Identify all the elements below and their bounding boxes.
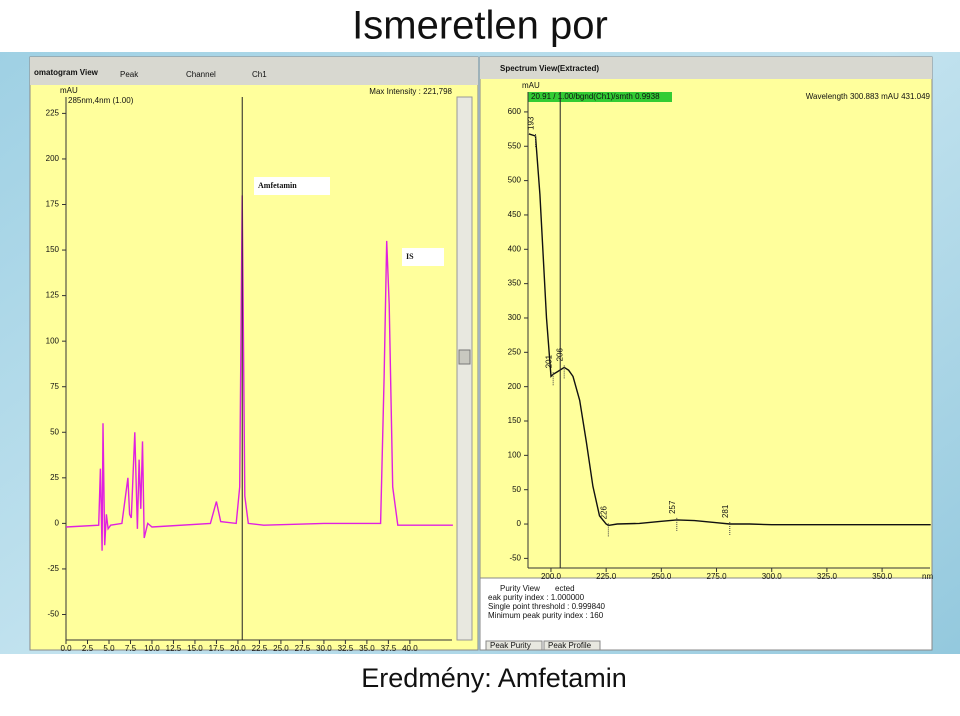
x-tick-label: 2.5 bbox=[82, 644, 94, 653]
x-tick-label: 40.0 bbox=[402, 644, 418, 653]
toolbar-label: Peak bbox=[120, 70, 139, 79]
x-tick-label: 200.0 bbox=[541, 572, 562, 581]
y-tick-label: 0 bbox=[517, 519, 522, 528]
x-tick-label: 20.0 bbox=[230, 644, 246, 653]
y-tick-label: 200 bbox=[508, 382, 522, 391]
y-tick-label: 75 bbox=[50, 382, 59, 391]
scroll-thumb[interactable] bbox=[458, 349, 471, 365]
toolbar-label: Channel bbox=[186, 70, 216, 79]
annotation-box bbox=[254, 177, 330, 195]
slide-title: Ismeretlen por bbox=[352, 4, 608, 48]
purity-tab-label: Peak Profile bbox=[548, 641, 592, 650]
window-frame bbox=[29, 56, 479, 651]
purity-line: Minimum peak purity index : 160 bbox=[488, 611, 604, 620]
x-tick-label: 35.0 bbox=[359, 644, 375, 653]
purity-panel bbox=[479, 577, 933, 651]
toolbar-label: Ch1 bbox=[252, 70, 267, 79]
peak-label: 201 bbox=[544, 354, 553, 368]
y-tick-label: 400 bbox=[508, 244, 522, 253]
y-tick-label: -50 bbox=[47, 610, 59, 619]
x-tick-label: 25.0 bbox=[273, 644, 289, 653]
y-axis-label: mAU bbox=[522, 81, 540, 90]
y-tick-label: -25 bbox=[47, 564, 59, 573]
x-tick-label: 30.0 bbox=[316, 644, 332, 653]
info-text: Max Intensity : 221,798 bbox=[369, 87, 452, 96]
y-tick-label: 150 bbox=[46, 245, 60, 254]
annotation: Amfetamin bbox=[258, 181, 297, 190]
y-tick-label: -50 bbox=[509, 553, 521, 562]
data-line bbox=[528, 133, 931, 527]
caption-band bbox=[0, 654, 960, 716]
y-tick-label: 200 bbox=[46, 154, 60, 163]
x-tick-label: 0.0 bbox=[60, 644, 72, 653]
scrollbar[interactable] bbox=[456, 96, 473, 641]
y-tick-label: 100 bbox=[46, 336, 60, 345]
purity-status: ected bbox=[555, 584, 575, 593]
window-frame bbox=[479, 56, 933, 651]
annotation-box bbox=[402, 248, 444, 266]
window-header bbox=[30, 57, 478, 85]
x-tick-label: 300.0 bbox=[762, 572, 783, 581]
peak-label: 257 bbox=[668, 500, 677, 514]
purity-tab[interactable] bbox=[485, 640, 543, 651]
x-tick-label: 5.0 bbox=[103, 644, 115, 653]
y-tick-label: 300 bbox=[508, 313, 522, 322]
purity-tab[interactable] bbox=[543, 640, 601, 651]
y-tick-label: 350 bbox=[508, 279, 522, 288]
y-tick-label: 125 bbox=[46, 291, 60, 300]
x-axis-label: nm bbox=[922, 572, 933, 581]
spectrum-window: Spectrum View(Extracted) mAU -50 0 50 100 150 2… bbox=[479, 56, 933, 651]
peak-label: 281 bbox=[721, 504, 730, 518]
x-tick-label: 32.5 bbox=[338, 644, 354, 653]
purity-line: eak purity index : 1.000000 bbox=[488, 593, 585, 602]
x-tick-label: 10.0 bbox=[144, 644, 160, 653]
x-tick-label: 325.0 bbox=[817, 572, 838, 581]
peak-label: 193 bbox=[527, 116, 536, 130]
peak-label: 226 bbox=[599, 506, 608, 520]
x-tick-label: 15.0 bbox=[187, 644, 203, 653]
purity-line: Single point threshold : 0.999840 bbox=[488, 602, 606, 611]
annotation: IS bbox=[406, 252, 414, 261]
x-tick-label: 7.5 bbox=[125, 644, 137, 653]
chromatogram-window: omatogram View mAU -50 -25 0 25 50 75 100 125 150 1… bbox=[29, 56, 479, 653]
purity-tab-label: Peak Purity bbox=[490, 641, 531, 650]
y-tick-label: 175 bbox=[46, 200, 60, 209]
x-tick-label: 225.0 bbox=[596, 572, 617, 581]
series-label: 285nm,4nm (1.00) bbox=[68, 96, 134, 105]
y-tick-label: 500 bbox=[508, 176, 522, 185]
y-tick-label: 600 bbox=[508, 107, 522, 116]
x-tick-label: 350.0 bbox=[872, 572, 893, 581]
x-tick-label: 250.0 bbox=[651, 572, 672, 581]
x-tick-label: 37.5 bbox=[381, 644, 397, 653]
y-tick-label: 50 bbox=[512, 485, 521, 494]
y-tick-label: 150 bbox=[508, 416, 522, 425]
y-tick-label: 25 bbox=[50, 473, 59, 482]
y-tick-label: 50 bbox=[50, 427, 59, 436]
x-tick-label: 27.5 bbox=[295, 644, 311, 653]
window-header bbox=[480, 57, 932, 79]
window-title: Spectrum View(Extracted) bbox=[500, 64, 599, 73]
slide-caption: Eredmény: Amfetamin bbox=[361, 663, 627, 693]
y-tick-label: 0 bbox=[55, 518, 60, 527]
y-axis-label: mAU bbox=[60, 86, 78, 95]
info-text: 20.91 / 1.00/bgnd(Ch1)/smth 0.9938 bbox=[531, 92, 660, 101]
x-tick-label: 275.0 bbox=[707, 572, 728, 581]
x-tick-label: 22.5 bbox=[252, 644, 268, 653]
y-tick-label: 550 bbox=[508, 141, 522, 150]
y-tick-label: 450 bbox=[508, 210, 522, 219]
window-title: omatogram View bbox=[34, 68, 99, 77]
y-tick-label: 250 bbox=[508, 347, 522, 356]
title-band bbox=[0, 0, 960, 52]
info-text: Wavelength 300.883 mAU 431.049 bbox=[806, 92, 931, 101]
y-tick-label: 225 bbox=[46, 109, 60, 118]
info-highlight bbox=[528, 92, 672, 102]
data-line bbox=[65, 195, 453, 551]
purity-title: Purity View bbox=[500, 584, 540, 593]
y-tick-label: 100 bbox=[508, 450, 522, 459]
x-tick-label: 17.5 bbox=[209, 644, 225, 653]
x-tick-label: 12.5 bbox=[166, 644, 182, 653]
